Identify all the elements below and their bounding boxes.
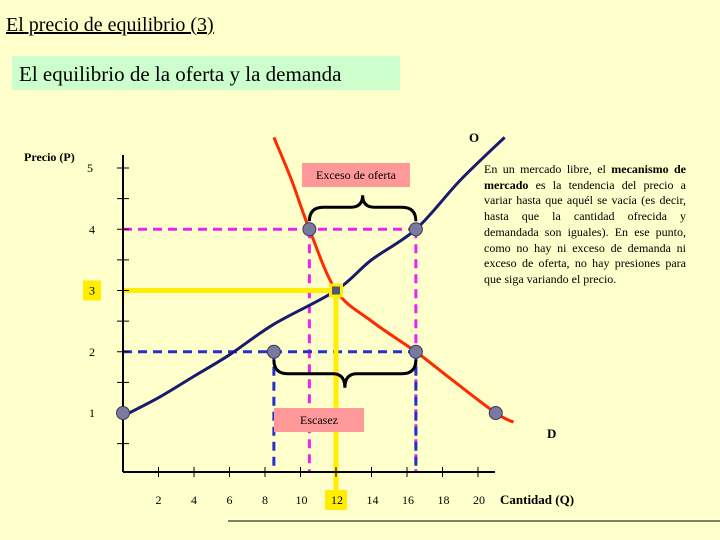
supply-curve-label: O: [469, 130, 479, 145]
equilibrium-point: [332, 286, 340, 295]
demand-curve-label: D: [547, 426, 556, 441]
x-tick-label-14: 14: [367, 493, 379, 507]
x-tick-label-4: 4: [191, 493, 197, 507]
curve-point-marker: [408, 222, 423, 237]
shortage-label-box: [274, 408, 364, 432]
guide-lines-layer: [123, 227, 418, 498]
curve-point-marker: [408, 344, 423, 359]
x-tick-label-12: 12: [331, 493, 343, 507]
shortage-brace: [272, 359, 418, 388]
y-tick-label-5: 5: [87, 161, 93, 175]
x-tick-label-16: 16: [402, 493, 414, 507]
x-tick-label-20: 20: [473, 493, 485, 507]
explanation-part1: En un mercado libre, el: [484, 162, 612, 176]
subtitle-text: El equilibrio de la oferta y la demanda: [19, 62, 342, 86]
x-tick-label-18: 18: [438, 493, 450, 507]
page-title: El precio de equilibrio (3): [6, 14, 214, 36]
x-tick-highlight: [325, 490, 347, 510]
curve-point-marker: [266, 344, 281, 359]
x-tick-label-8: 8: [262, 493, 268, 507]
curves-layer: [122, 136, 515, 424]
surplus-brace: [307, 195, 418, 222]
x-tick-label-2: 2: [156, 493, 162, 507]
explanation-text: En un mercado libre, el mecanismo de mer…: [484, 162, 686, 288]
surplus-label: Exceso de oferta: [316, 168, 397, 182]
x-tick-label-10: 10: [296, 493, 308, 507]
annotations-layer: Exceso de oferta Escasez: [272, 163, 418, 432]
supply-curve: [122, 136, 506, 418]
x-axis-label: Cantidad (Q): [500, 492, 574, 507]
y-tick-label-3: 3: [89, 284, 95, 298]
x-tick-label-6: 6: [227, 493, 233, 507]
curve-point-marker: [488, 406, 503, 420]
y-tick-label-2: 2: [89, 345, 95, 359]
demand-curve: [272, 136, 515, 424]
curve-point-marker: [302, 222, 317, 237]
axes-layer: [117, 155, 720, 522]
subtitle-box: El equilibrio de la oferta y la demanda: [12, 56, 400, 90]
markers-layer: [116, 222, 503, 420]
y-tick-highlight: [83, 280, 101, 301]
surplus-label-box: [302, 163, 410, 187]
explanation-part2: es la tendencia del precio a variar hast…: [484, 177, 686, 286]
explanation-bold-term: mecanismo de mercado: [484, 162, 686, 192]
shortage-label: Escasez: [300, 413, 338, 427]
y-tick-label-1: 1: [89, 406, 95, 420]
y-axis-label: Precio (P): [24, 150, 75, 164]
curve-point-marker: [116, 406, 130, 420]
y-tick-label-4: 4: [89, 222, 95, 236]
